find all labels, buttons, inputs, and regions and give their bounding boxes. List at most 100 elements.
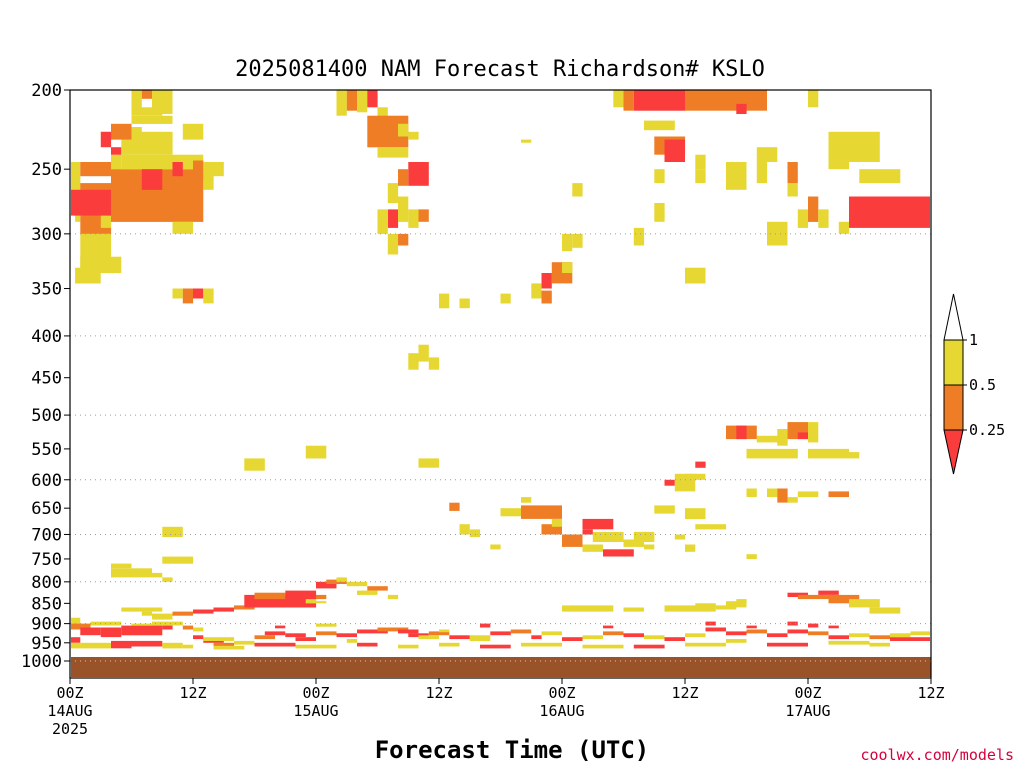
- x-tick-label: 00Z: [794, 684, 821, 702]
- heatmap-cell: [111, 640, 132, 649]
- heatmap-cell: [500, 293, 511, 304]
- y-tick-label: 700: [31, 525, 62, 545]
- heatmap-cell: [603, 549, 634, 557]
- heatmap-cell: [551, 518, 563, 527]
- heatmap-cell: [869, 642, 890, 647]
- heatmap-cell: [193, 635, 204, 640]
- x-axis-title: Forecast Time (UTC): [375, 736, 650, 764]
- heatmap-cell: [582, 544, 603, 552]
- heatmap-cell: [234, 640, 255, 645]
- heatmap-cell: [346, 90, 358, 111]
- legend-swatch: [943, 384, 964, 431]
- heatmap-cell: [80, 256, 122, 273]
- legend-swatch: [943, 339, 964, 386]
- heatmap-cell: [633, 90, 686, 111]
- x-tick-label: 16AUG: [539, 702, 584, 720]
- heatmap-cell: [305, 445, 327, 459]
- legend: 1 0.5 0.25: [943, 293, 1005, 475]
- heatmap-cell: [592, 531, 624, 542]
- heatmap-cell: [746, 554, 757, 559]
- heatmap-cell: [71, 642, 111, 649]
- x-tick-label: 12Z: [425, 684, 452, 702]
- heatmap-cell: [818, 209, 829, 228]
- heatmap-cell: [797, 432, 809, 440]
- x-tick-label: 15AUG: [293, 702, 338, 720]
- heatmap-cell: [111, 147, 122, 155]
- heatmap-cell: [521, 497, 532, 503]
- heatmap-cell: [357, 642, 378, 647]
- heatmap-cell: [849, 196, 930, 228]
- heatmap-cell: [439, 629, 450, 633]
- site-credit: coolwx.com/models: [860, 746, 1014, 764]
- heatmap-cell: [910, 631, 930, 636]
- heatmap-cell: [357, 629, 388, 634]
- heatmap-cell: [316, 594, 327, 600]
- heatmap-cell: [736, 103, 747, 114]
- heatmap-cell: [685, 508, 706, 519]
- heatmap-cell: [787, 621, 798, 626]
- heatmap-cell: [828, 635, 849, 640]
- heatmap-cell: [316, 581, 337, 589]
- x-tick-label: 2025: [52, 720, 88, 738]
- heatmap-cell: [152, 90, 173, 114]
- heatmap-cell: [828, 625, 839, 629]
- heatmap-cell: [162, 642, 183, 649]
- heatmap-cell: [398, 196, 409, 222]
- y-tick-label: 550: [31, 440, 62, 460]
- heatmap-cell: [316, 623, 337, 627]
- y-tick-label: 1000: [21, 652, 62, 672]
- heatmap-cell: [398, 629, 419, 634]
- heatmap-cell: [756, 162, 768, 184]
- heatmap-cell: [582, 518, 614, 530]
- heatmap-cell: [244, 458, 265, 471]
- heatmap-cell: [459, 524, 470, 535]
- heatmap-cell: [838, 221, 850, 234]
- heatmap-cell: [562, 605, 614, 612]
- heatmap-cell: [808, 448, 849, 459]
- heatmap-cell: [685, 473, 706, 480]
- heatmap-cell: [111, 154, 122, 170]
- legend-swatch: [943, 429, 964, 475]
- heatmap-cell: [726, 631, 747, 636]
- x-tick-label: 12Z: [671, 684, 698, 702]
- heatmap-cell: [623, 90, 634, 111]
- heatmap-cell: [254, 592, 286, 600]
- heatmap-cell: [818, 590, 839, 595]
- heatmap-cell: [131, 115, 173, 124]
- heatmap-cell: [439, 642, 460, 647]
- heatmap-cell: [152, 572, 163, 578]
- heatmap-cell: [100, 627, 122, 638]
- heatmap-cell: [756, 147, 778, 162]
- heatmap-cell: [685, 267, 706, 284]
- heatmap-cell: [398, 644, 419, 649]
- ground-strip: [71, 657, 931, 677]
- heatmap-cell: [387, 594, 399, 600]
- heatmap-cell: [182, 625, 194, 630]
- heatmap-cell: [654, 203, 665, 222]
- heatmap-cell: [828, 491, 849, 498]
- heatmap-cell: [521, 139, 532, 143]
- heatmap-cell: [131, 640, 163, 647]
- y-tick-label: 800: [31, 573, 62, 593]
- heatmap-cell: [828, 594, 860, 604]
- heatmap-cell: [582, 529, 593, 535]
- heatmap-cell: [162, 556, 194, 564]
- heatmap-cell: [849, 599, 880, 608]
- heatmap-cell: [480, 644, 511, 649]
- heatmap-cell: [695, 169, 706, 184]
- heatmap-cell: [787, 183, 798, 197]
- heatmap-cell: [736, 599, 747, 604]
- heatmap-cell: [572, 183, 583, 197]
- y-tick-label: 850: [31, 594, 62, 614]
- heatmap-cell: [623, 539, 644, 547]
- heatmap-cell: [234, 605, 255, 610]
- heatmap-cell: [439, 293, 450, 309]
- heatmap-cell: [685, 90, 767, 111]
- heatmap-cell: [726, 639, 747, 643]
- heatmap-cell: [121, 625, 163, 636]
- heatmap-cell: [726, 601, 747, 608]
- y-tick-label: 750: [31, 550, 62, 570]
- heatmap-cell: [603, 631, 624, 636]
- heatmap-cell: [562, 233, 573, 252]
